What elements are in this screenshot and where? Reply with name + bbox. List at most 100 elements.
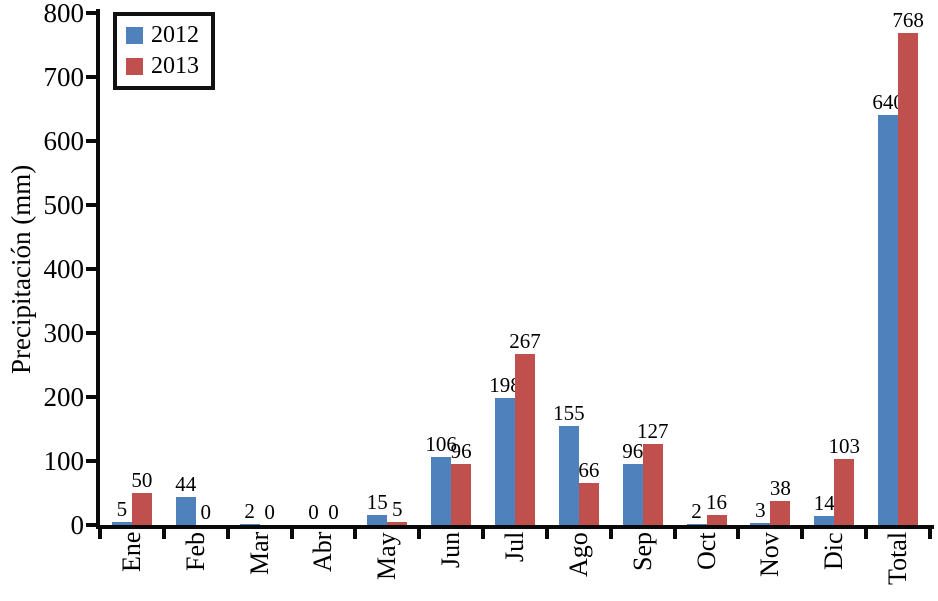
data-label-2012-Mar: 2	[244, 499, 255, 523]
y-tick-400	[86, 267, 98, 271]
x-tick-10	[736, 525, 741, 539]
legend-item-2013: 2013	[126, 52, 199, 81]
x-tick-9	[672, 525, 677, 539]
x-axis-label-Feb: Feb	[180, 532, 210, 571]
data-label-2012-Ago: 155	[553, 401, 585, 425]
x-tick-5	[417, 525, 422, 539]
y-tick-600	[86, 139, 98, 143]
x-tick-6	[481, 525, 486, 539]
y-tick-label-300: 300	[43, 318, 85, 348]
data-label-2013-May: 5	[392, 497, 403, 521]
data-label-2013-Jul: 267	[509, 329, 541, 353]
bar-2012-Jun	[431, 457, 452, 525]
legend-swatch-2012	[126, 27, 143, 44]
data-label-2013-Mar: 0	[264, 500, 275, 524]
data-label-2012-Ene: 5	[116, 497, 128, 521]
x-tick-4	[353, 525, 358, 539]
legend-item-2012: 2012	[126, 21, 199, 50]
bar-2012-Sep	[622, 464, 643, 525]
y-tick-0	[86, 523, 98, 527]
data-label-2013-Oct: 16	[706, 490, 728, 514]
bar-2012-Ene	[111, 522, 132, 525]
bar-2013-Jun	[451, 464, 472, 525]
bar-2012-Dic	[814, 516, 835, 525]
legend-label-2013: 2013	[151, 53, 199, 79]
bar-2013-Nov	[770, 501, 791, 525]
x-tick-2	[225, 525, 230, 539]
y-tick-label-800: 800	[43, 0, 85, 28]
data-label-2012-Oct: 2	[691, 499, 702, 523]
y-tick-500	[86, 203, 98, 207]
x-axis-label-Abr: Abr	[308, 532, 338, 573]
data-label-2013-Abr: 0	[328, 500, 339, 524]
legend: 2012 2013	[113, 12, 215, 90]
x-axis-label-Jun: Jun	[436, 532, 466, 569]
x-tick-11	[800, 525, 805, 539]
y-tick-200	[86, 395, 98, 399]
y-tick-label-0: 0	[70, 510, 85, 540]
data-label-2013-Feb: 0	[200, 500, 212, 524]
bar-2012-Total	[878, 115, 899, 525]
x-tick-12	[864, 525, 869, 539]
y-tick-label-600: 600	[43, 126, 85, 156]
x-axis-line	[96, 525, 934, 529]
y-tick-800	[86, 11, 98, 15]
x-tick-7	[544, 525, 549, 539]
data-label-2012-Sep: 96	[622, 439, 644, 463]
x-tick-13	[928, 525, 932, 539]
x-axis-label-Ene: Ene	[116, 532, 146, 573]
data-label-2013-Ago: 66	[578, 458, 600, 482]
data-label-2012-Abr: 0	[308, 500, 319, 524]
data-label-2012-May: 15	[366, 490, 388, 514]
x-axis-label-Ago: Ago	[563, 532, 593, 577]
data-label-2012-Dic: 14	[813, 491, 835, 515]
y-tick-100	[86, 459, 98, 463]
data-label-2013-Dic: 103	[828, 434, 860, 458]
data-label-2012-Nov: 3	[755, 498, 766, 522]
y-tick-300	[86, 331, 98, 335]
bar-2013-Ago	[578, 483, 599, 525]
x-axis-label-Total: Total	[883, 532, 913, 586]
x-tick-1	[161, 525, 166, 539]
bar-2013-Jul	[515, 354, 535, 525]
legend-label-2012: 2012	[151, 22, 199, 48]
bar-2012-Feb	[175, 497, 196, 525]
bar-2013-Dic	[834, 459, 855, 525]
y-tick-label-100: 100	[43, 446, 85, 476]
x-axis-label-Oct: Oct	[691, 532, 721, 570]
data-label-2012-Feb: 44	[175, 472, 197, 496]
x-axis-label-Jul: Jul	[500, 532, 529, 563]
bar-2013-May	[387, 522, 408, 525]
x-axis-label-May: May	[372, 532, 402, 580]
bar-2012-Jul	[495, 398, 515, 525]
y-tick-label-700: 700	[43, 62, 85, 92]
bar-2012-Nov	[750, 523, 771, 525]
data-label-2013-Nov: 38	[769, 476, 791, 500]
x-tick-3	[289, 525, 294, 539]
y-tick-700	[86, 75, 98, 79]
x-tick-8	[608, 525, 613, 539]
x-axis-label-Nov: Nov	[755, 532, 785, 577]
legend-swatch-2013	[126, 58, 143, 75]
bar-2013-Sep	[642, 444, 663, 525]
bar-2012-Oct	[686, 524, 707, 525]
data-label-2013-Ene: 50	[131, 468, 153, 492]
x-axis-label-Mar: Mar	[244, 532, 274, 576]
y-axis-line	[96, 9, 100, 529]
x-axis-label-Dic: Dic	[819, 532, 849, 570]
data-label-2013-Jun: 96	[450, 439, 472, 463]
bar-2013-Oct	[706, 515, 727, 525]
data-label-2013-Sep: 127	[636, 419, 669, 443]
bar-2012-May	[367, 515, 388, 525]
x-tick-0	[98, 525, 102, 539]
x-axis-label-Sep: Sep	[627, 532, 657, 571]
y-tick-label-500: 500	[43, 190, 85, 220]
bar-2012-Mar	[239, 524, 260, 525]
bar-2012-Ago	[558, 426, 579, 525]
data-label-2012-Jun: 106	[425, 432, 457, 456]
y-tick-label-400: 400	[43, 254, 85, 284]
data-label-2013-Total: 768	[892, 8, 924, 32]
bar-2013-Ene	[131, 493, 152, 525]
y-tick-label-200: 200	[43, 382, 85, 412]
